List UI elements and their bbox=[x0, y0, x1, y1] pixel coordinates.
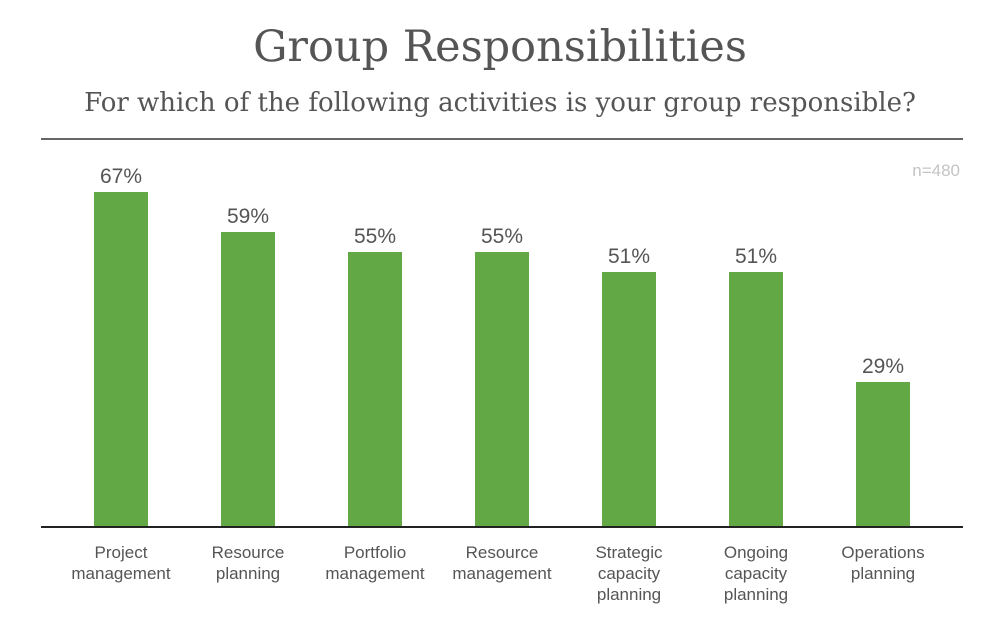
chart-subtitle: For which of the following activities is… bbox=[84, 88, 916, 118]
data-label: 51% bbox=[608, 245, 650, 268]
bar bbox=[729, 272, 783, 527]
title-divider bbox=[41, 138, 963, 140]
data-label: 29% bbox=[862, 355, 904, 378]
bar bbox=[602, 272, 656, 527]
data-label: 67% bbox=[100, 165, 142, 188]
sample-size-note: n=480 bbox=[912, 161, 960, 180]
category-label: Portfolio management bbox=[325, 543, 425, 583]
bar bbox=[348, 252, 402, 527]
category-label: Ongoing capacity planning bbox=[724, 543, 788, 604]
category-label-line: Project bbox=[95, 543, 148, 562]
category-label-line: planning bbox=[851, 564, 915, 583]
category-label-line: capacity bbox=[725, 564, 788, 583]
data-label: 55% bbox=[354, 225, 396, 248]
category-label-line: management bbox=[325, 564, 425, 583]
category-label: Strategic capacity planning bbox=[595, 543, 663, 604]
bar bbox=[475, 252, 529, 527]
category-label-line: planning bbox=[597, 585, 661, 604]
category-label-line: Strategic bbox=[595, 543, 663, 562]
category-label-line: Portfolio bbox=[344, 543, 406, 562]
data-label: 59% bbox=[227, 205, 269, 228]
category-label-line: capacity bbox=[598, 564, 661, 583]
chart-title: Group Responsibilities bbox=[253, 22, 747, 72]
category-label-line: Operations bbox=[841, 543, 924, 562]
category-label: Resource management bbox=[452, 543, 552, 583]
category-label: Project management bbox=[71, 543, 171, 583]
category-label: Operations planning bbox=[841, 543, 924, 583]
bar bbox=[856, 382, 910, 527]
category-label-line: Resource bbox=[212, 543, 285, 562]
category-label: Resource planning bbox=[212, 543, 285, 583]
category-label-line: Resource bbox=[466, 543, 539, 562]
data-label: 55% bbox=[481, 225, 523, 248]
bar bbox=[221, 232, 275, 527]
category-label-line: planning bbox=[724, 585, 788, 604]
category-label-line: management bbox=[71, 564, 171, 583]
category-label-line: Ongoing bbox=[724, 543, 788, 562]
bar bbox=[94, 192, 148, 527]
category-label-line: planning bbox=[216, 564, 280, 583]
category-label-line: management bbox=[452, 564, 552, 583]
data-label: 51% bbox=[735, 245, 777, 268]
